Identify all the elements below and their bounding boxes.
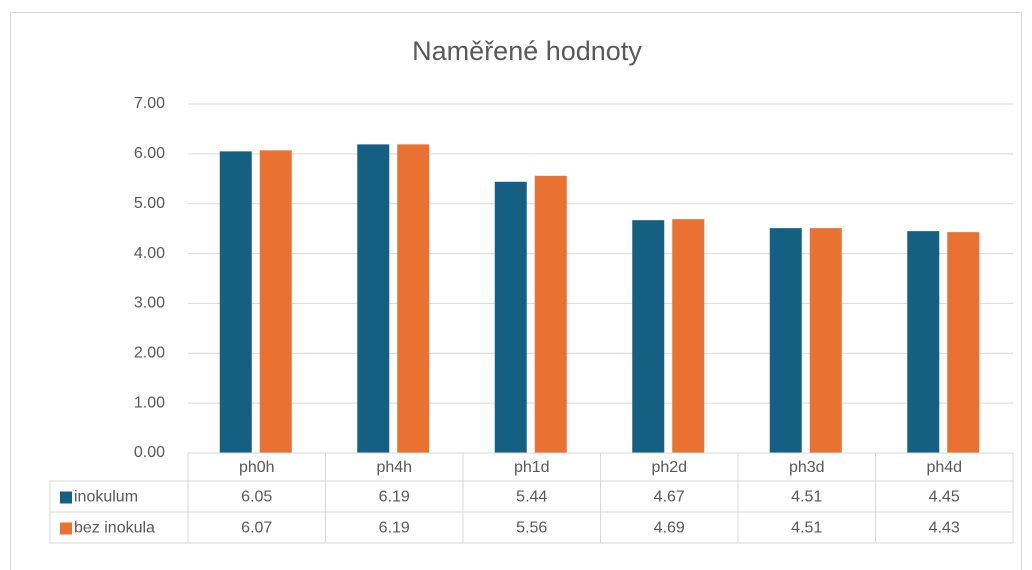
y-tick-label: 1.00 — [134, 394, 165, 411]
table-value: 4.69 — [654, 520, 685, 537]
bar — [947, 232, 980, 453]
y-tick-label: 6.00 — [134, 145, 165, 162]
legend-label: inokulum — [74, 489, 138, 506]
table-value: 6.19 — [379, 520, 410, 537]
bar — [672, 219, 705, 453]
bar — [259, 150, 292, 454]
table-value: 4.43 — [929, 520, 960, 537]
bar — [534, 175, 567, 453]
y-tick-label: 2.00 — [134, 345, 165, 362]
table-value: 5.56 — [516, 520, 547, 537]
x-tick-label: ph1d — [514, 459, 550, 476]
bar — [219, 151, 252, 453]
x-tick-label: ph4h — [376, 459, 412, 476]
bar — [494, 181, 527, 453]
bar — [809, 228, 842, 453]
x-tick-label: ph4d — [926, 459, 962, 476]
y-tick-label: 3.00 — [134, 295, 165, 312]
y-tick-label: 0.00 — [134, 444, 165, 461]
bar — [397, 144, 430, 454]
x-tick-label: ph0h — [239, 459, 275, 476]
table-value: 5.44 — [516, 489, 547, 506]
table-value: 4.51 — [791, 489, 822, 506]
table-value: 6.19 — [379, 489, 410, 506]
bar — [357, 144, 390, 454]
legend-key — [60, 491, 72, 504]
x-tick-label: ph3d — [789, 459, 825, 476]
table-value: 4.45 — [929, 489, 960, 506]
legend-key — [60, 522, 72, 535]
table-value: 6.07 — [241, 520, 272, 537]
bar — [769, 228, 802, 453]
chart-title: Naměřené hodnoty — [412, 36, 642, 66]
bar — [632, 220, 665, 453]
legend-label: bez inokula — [74, 520, 155, 537]
table-value: 4.51 — [791, 520, 822, 537]
bar — [907, 231, 940, 453]
y-tick-label: 7.00 — [134, 95, 165, 112]
y-tick-label: 5.00 — [134, 195, 165, 212]
table-value: 4.67 — [654, 489, 685, 506]
x-tick-label: ph2d — [651, 459, 687, 476]
table-value: 6.05 — [241, 489, 272, 506]
y-tick-label: 4.00 — [134, 245, 165, 262]
